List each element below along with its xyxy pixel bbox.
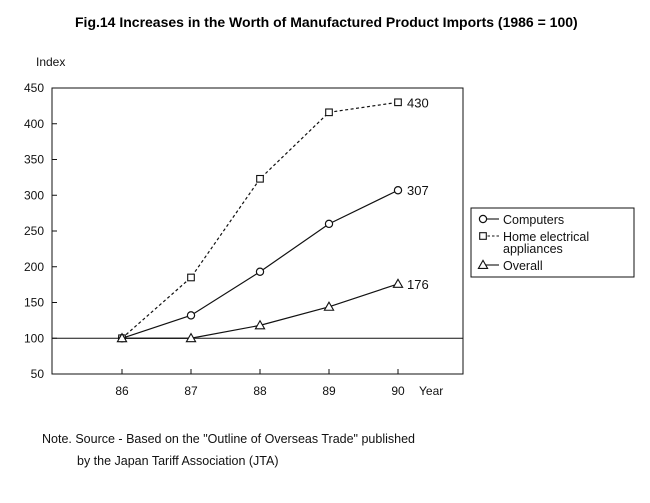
x-axis: 86 87 88 89 90	[115, 369, 405, 398]
data-point-computers	[186, 311, 196, 320]
data-point-home-electrical-appliances	[187, 273, 195, 282]
x-tick-label: 88	[253, 384, 267, 398]
y-tick-label: 350	[24, 153, 44, 167]
x-tick-label: 90	[391, 384, 405, 398]
x-tick-label: 89	[322, 384, 336, 398]
legend-label: Computers	[503, 213, 564, 227]
data-point-home-electrical-appliances	[394, 98, 402, 107]
data-point-computers	[255, 267, 265, 276]
y-axis-label: Index	[36, 55, 65, 69]
data-point-overall	[116, 332, 128, 343]
y-tick-label: 250	[24, 224, 44, 238]
series-layer	[116, 98, 404, 343]
plot-frame	[51, 87, 464, 375]
y-tick-label: 450	[24, 81, 44, 95]
series-computers	[117, 186, 403, 343]
data-point-home-electrical-appliances	[325, 108, 333, 117]
chart-title: Fig.14 Increases in the Worth of Manufac…	[75, 14, 578, 30]
y-tick-label: 200	[24, 260, 44, 274]
legend-marker-triangle	[477, 259, 489, 270]
data-point-overall	[254, 319, 266, 330]
x-tick-label: 87	[184, 384, 198, 398]
legend-marker-circle	[478, 214, 488, 224]
end-label-overall: 176	[407, 277, 429, 292]
end-label-computers: 307	[407, 183, 429, 198]
legend-marker-square	[479, 232, 487, 240]
source-note-line2: by the Japan Tariff Association (JTA)	[77, 454, 279, 468]
end-label-home-electrical-appliances: 430	[407, 95, 429, 110]
data-point-overall	[392, 278, 404, 288]
data-point-overall	[323, 301, 335, 311]
y-axis: 450 400 350 300 250 200 150 100 50	[24, 81, 57, 381]
data-point-computers	[324, 219, 334, 229]
y-tick-label: 300	[24, 188, 44, 202]
legend-label: Overall	[503, 259, 543, 273]
y-tick-label: 400	[24, 117, 44, 131]
series-line-home-electrical-appliances	[121, 101, 399, 339]
series-overall	[116, 278, 404, 343]
end-labels: 307 430 176	[407, 95, 429, 292]
y-tick-label: 150	[24, 296, 44, 310]
y-tick-label: 100	[24, 331, 44, 345]
y-tick-label: 50	[31, 367, 45, 381]
series-home-electrical-appliances	[118, 98, 402, 343]
legend-label: Home electrical	[503, 230, 589, 244]
data-point-computers	[393, 186, 403, 195]
series-line-overall	[122, 283, 399, 339]
data-point-overall	[185, 332, 197, 343]
legend-item-overall: Overall	[477, 259, 543, 273]
x-axis-label: Year	[419, 384, 443, 398]
legend-label: appliances	[503, 242, 563, 256]
source-note-line1: Note. Source - Based on the "Outline of …	[42, 432, 415, 446]
x-tick-label: 86	[115, 384, 129, 398]
data-point-home-electrical-appliances	[256, 174, 264, 183]
legend-item-computers: Computers	[478, 213, 564, 227]
series-line-computers	[121, 189, 399, 339]
